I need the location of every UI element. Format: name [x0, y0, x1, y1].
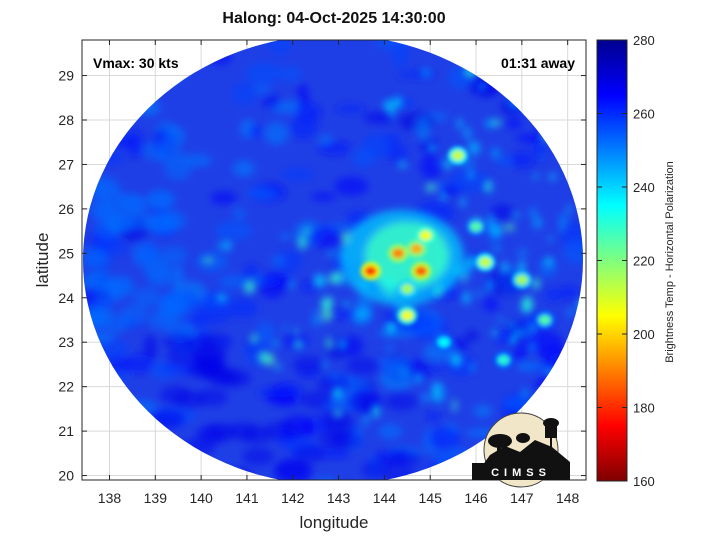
colorbar-tick-label: 220: [633, 254, 655, 269]
x-axis-label: longitude: [299, 513, 368, 532]
convective-cell: [437, 337, 450, 348]
y-tick-label: 21: [58, 423, 74, 439]
convective-cell: [392, 248, 405, 259]
colorbar-tick-label: 160: [633, 474, 655, 489]
x-tick-label: 146: [464, 490, 488, 506]
convective-cell: [515, 275, 528, 285]
convective-cell: [538, 315, 551, 325]
colorbar-tick-label: 180: [633, 401, 655, 416]
convective-cell: [401, 283, 414, 294]
axes-frame: [81, 39, 587, 481]
map-title: Halong: 04-Oct-2025 14:30:00: [222, 10, 446, 27]
y-tick-label: 27: [58, 156, 74, 172]
y-tick-label: 28: [58, 112, 74, 128]
colorbar-tick-label: 240: [633, 180, 655, 195]
x-tick-label: 142: [281, 490, 305, 506]
convective-cell: [451, 150, 464, 161]
x-tick-label: 147: [510, 490, 534, 506]
time-away-label: 01:31 away: [501, 55, 575, 71]
colorbar-tick-label: 280: [633, 33, 655, 48]
x-tick-label: 143: [327, 490, 351, 506]
convective-cell: [470, 221, 483, 232]
x-tick-label: 138: [98, 490, 122, 506]
convective-cell: [419, 230, 432, 241]
y-tick-label: 20: [58, 468, 74, 484]
colorbar: 160 180 200 220 240 260 280 Brightness Temp - …: [596, 33, 676, 489]
brightness-swath: [83, 40, 583, 480]
cimss-logo: CIMSS: [472, 412, 570, 488]
x-tick-label: 145: [419, 490, 443, 506]
colorbar-tick-label: 200: [633, 327, 655, 342]
x-tick-label: 148: [556, 490, 580, 506]
convective-cell: [415, 266, 428, 277]
y-tick-label: 24: [58, 290, 74, 306]
convective-cell: [364, 266, 377, 277]
colorbar-tick-label: 260: [633, 107, 655, 122]
logo-text: CIMSS: [491, 467, 551, 479]
vmax-label: Vmax: 30 kts: [93, 55, 179, 71]
y-tick-label: 29: [58, 68, 74, 84]
colorbar-label: Brightness Temp - Horizontal Polarizatio…: [664, 161, 676, 363]
y-tick-label: 25: [58, 245, 74, 261]
x-tick-label: 141: [235, 490, 259, 506]
convective-cell: [479, 257, 492, 268]
x-tick-label: 139: [144, 490, 168, 506]
x-tick-label: 144: [373, 490, 397, 506]
convective-cell: [401, 310, 414, 321]
y-tick-label: 22: [58, 379, 74, 395]
y-tick-label: 23: [58, 334, 74, 350]
convective-cell: [497, 355, 510, 365]
y-axis-label: latitude: [33, 233, 52, 288]
convective-cell: [410, 243, 423, 254]
y-tick-label: 26: [58, 201, 74, 217]
x-tick-label: 140: [189, 490, 213, 506]
